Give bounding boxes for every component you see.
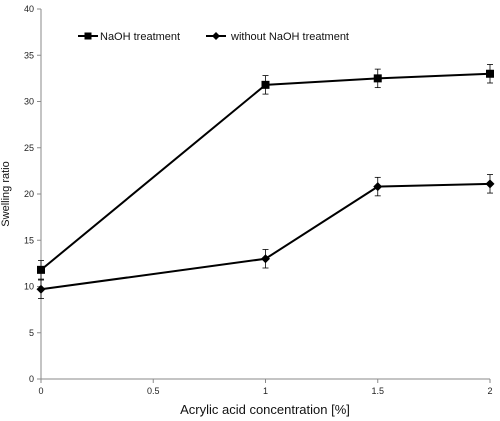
legend-diamond-marker: [212, 32, 220, 40]
legend: NaOH treatment without NaOH treatment: [78, 31, 349, 43]
legend-entry-naoh: NaOH treatment: [78, 31, 180, 43]
data-point-diamond: [373, 182, 383, 192]
x-axis-title: Acrylic acid concentration [%]: [180, 402, 350, 417]
y-tick-label: 30: [24, 97, 34, 107]
x-tick-label: 2: [487, 386, 492, 396]
legend-entry-without-naoh: without NaOH treatment: [206, 31, 349, 43]
y-tick-label: 40: [24, 4, 34, 14]
y-tick-group: 0 5 10 15 20 25 30 35 40: [24, 4, 41, 384]
data-point-square: [37, 265, 45, 274]
y-tick-label: 35: [24, 50, 34, 60]
y-tick-label: 20: [24, 189, 34, 199]
series-line-1: [40, 182, 491, 291]
series-group: [36, 64, 495, 299]
y-tick-label: 0: [29, 374, 34, 384]
legend-square-marker: [84, 32, 92, 40]
data-point-square: [373, 74, 382, 83]
data-point-square: [261, 80, 270, 89]
y-tick-label: 25: [24, 143, 34, 153]
y-tick-label: 5: [29, 328, 34, 338]
x-tick-group: 0 0.5 1 1.5 2: [38, 379, 493, 396]
x-tick-label: 0: [38, 386, 43, 396]
data-point-diamond: [261, 254, 270, 264]
legend-label-without-naoh: without NaOH treatment: [230, 31, 349, 43]
x-tick-label: 1: [263, 386, 268, 396]
x-tick-label: 1.5: [371, 386, 384, 396]
legend-label-naoh: NaOH treatment: [100, 31, 180, 43]
data-point-square: [486, 69, 494, 78]
y-tick-label: 10: [24, 282, 34, 292]
x-tick-label: 0.5: [147, 386, 160, 396]
data-point-diamond: [485, 179, 495, 189]
series-line-0: [40, 72, 491, 271]
y-tick-label: 15: [24, 235, 34, 245]
y-axis-title: Swelling ratio: [0, 161, 12, 226]
data-point-diamond: [36, 284, 46, 294]
